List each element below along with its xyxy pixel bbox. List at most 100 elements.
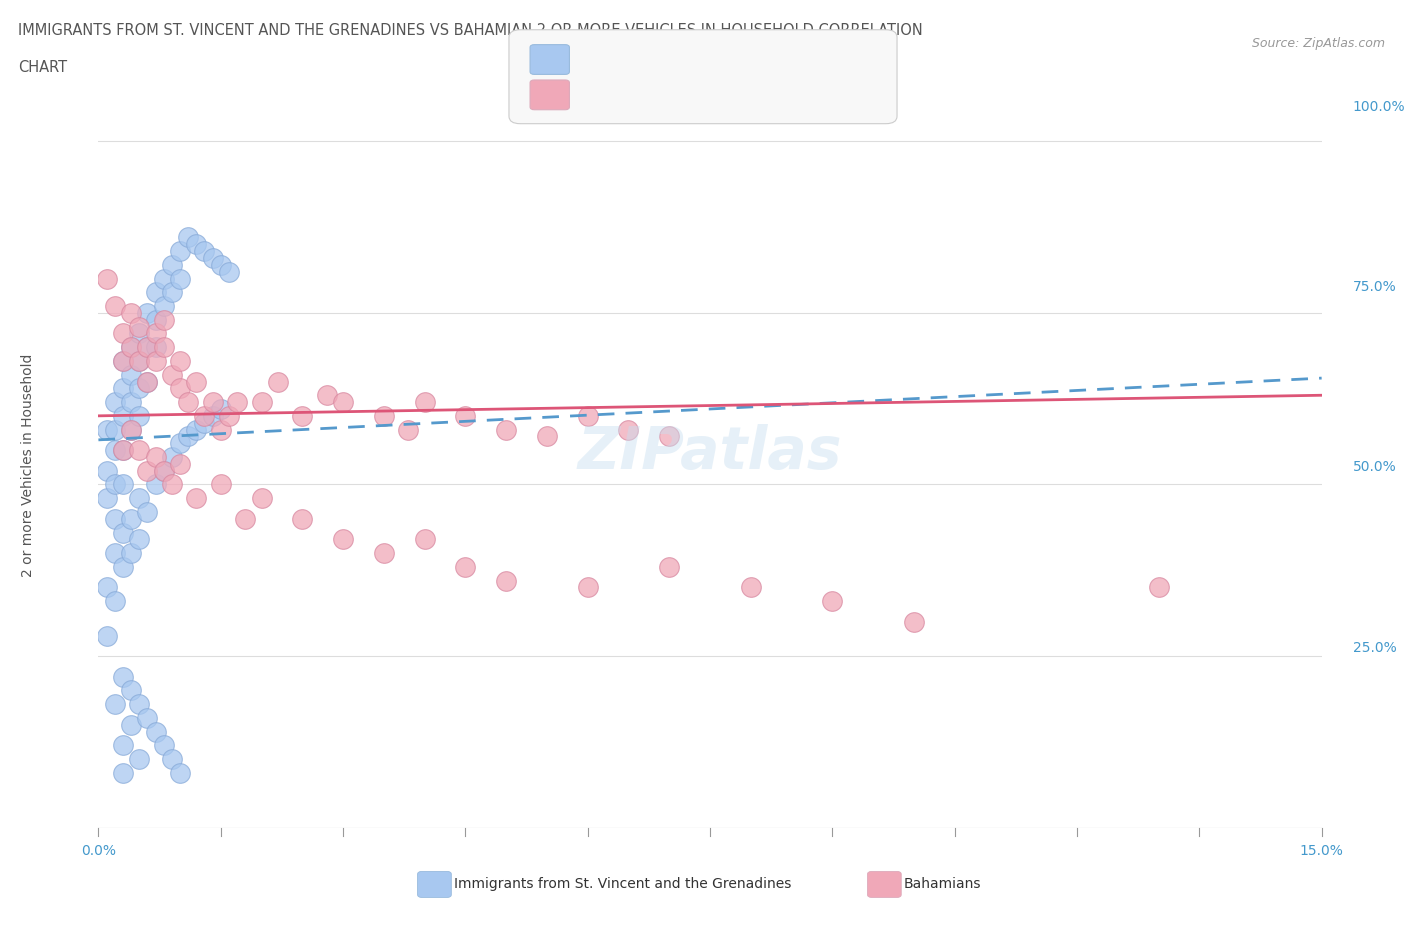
Point	[209, 258, 232, 272]
Point	[169, 457, 191, 472]
Text: CHART: CHART	[18, 60, 67, 75]
Point	[740, 580, 762, 595]
Point	[128, 697, 150, 711]
Point	[201, 408, 224, 423]
Point	[250, 394, 273, 409]
Point	[152, 312, 174, 327]
Point	[120, 546, 142, 561]
Point	[658, 560, 681, 575]
Point	[128, 443, 150, 458]
Point	[209, 477, 232, 492]
Point	[136, 339, 159, 354]
Point	[136, 463, 159, 478]
Point	[104, 593, 127, 608]
Point	[152, 463, 174, 478]
Text: IMMIGRANTS FROM ST. VINCENT AND THE GRENADINES VS BAHAMIAN 2 OR MORE VEHICLES IN: IMMIGRANTS FROM ST. VINCENT AND THE GREN…	[18, 23, 922, 38]
Point	[104, 697, 127, 711]
Point	[120, 512, 142, 526]
Point	[145, 477, 167, 492]
Point	[209, 402, 232, 417]
Point	[160, 449, 183, 464]
Point	[128, 408, 150, 423]
Point	[128, 353, 150, 368]
Text: 25.0%: 25.0%	[1353, 641, 1396, 655]
Point	[145, 326, 167, 341]
Point	[169, 272, 191, 286]
Point	[96, 272, 118, 286]
Point	[145, 285, 167, 299]
Point	[128, 319, 150, 334]
Point	[120, 683, 142, 698]
Point	[136, 374, 159, 389]
Text: ZIPatlas: ZIPatlas	[578, 424, 842, 482]
Point	[576, 408, 599, 423]
Point	[160, 477, 183, 492]
Point	[96, 422, 118, 437]
Point	[152, 299, 174, 313]
Point	[104, 546, 127, 561]
Point	[332, 394, 354, 409]
Point	[193, 408, 215, 423]
Point	[136, 339, 159, 354]
Point	[903, 615, 925, 630]
Point	[128, 532, 150, 547]
Point	[145, 339, 167, 354]
Point	[495, 573, 517, 588]
Point	[136, 305, 159, 320]
Point	[111, 353, 134, 368]
Point	[218, 408, 240, 423]
Point	[145, 724, 167, 739]
Point	[104, 394, 127, 409]
Point	[104, 477, 127, 492]
Point	[201, 394, 224, 409]
Point	[104, 512, 127, 526]
Point	[332, 532, 354, 547]
Point	[186, 491, 208, 506]
Point	[111, 525, 134, 540]
Point	[120, 394, 142, 409]
Point	[218, 264, 240, 279]
Point	[111, 443, 134, 458]
Point	[111, 408, 134, 423]
Point	[160, 367, 183, 382]
Point	[454, 408, 477, 423]
Point	[96, 580, 118, 595]
Point	[136, 374, 159, 389]
Point	[186, 237, 208, 252]
Point	[536, 429, 558, 444]
Text: 75.0%: 75.0%	[1353, 280, 1396, 294]
Text: 2 or more Vehicles in Household: 2 or more Vehicles in Household	[21, 353, 35, 577]
Point	[169, 381, 191, 396]
Point	[160, 751, 183, 766]
Point	[111, 560, 134, 575]
Point	[152, 339, 174, 354]
Point	[111, 737, 134, 752]
Point	[396, 422, 419, 437]
Point	[152, 272, 174, 286]
Point	[617, 422, 640, 437]
Point	[658, 429, 681, 444]
Point	[821, 593, 844, 608]
Text: R =  0.021   N = 73: R = 0.021 N = 73	[574, 50, 749, 69]
Point	[193, 416, 215, 431]
Point	[169, 765, 191, 780]
Point	[145, 312, 167, 327]
Point	[96, 491, 118, 506]
Text: 15.0%: 15.0%	[1299, 844, 1344, 858]
Point	[111, 477, 134, 492]
Point	[186, 422, 208, 437]
Point	[120, 339, 142, 354]
Text: Source: ZipAtlas.com: Source: ZipAtlas.com	[1251, 37, 1385, 50]
Point	[120, 717, 142, 732]
Point	[128, 381, 150, 396]
Point	[104, 299, 127, 313]
Point	[177, 394, 200, 409]
Point	[96, 463, 118, 478]
Point	[413, 394, 436, 409]
Point	[226, 394, 249, 409]
Point	[169, 353, 191, 368]
Text: Immigrants from St. Vincent and the Grenadines: Immigrants from St. Vincent and the Gren…	[454, 877, 792, 892]
Point	[233, 512, 256, 526]
Point	[128, 353, 150, 368]
Point	[454, 560, 477, 575]
